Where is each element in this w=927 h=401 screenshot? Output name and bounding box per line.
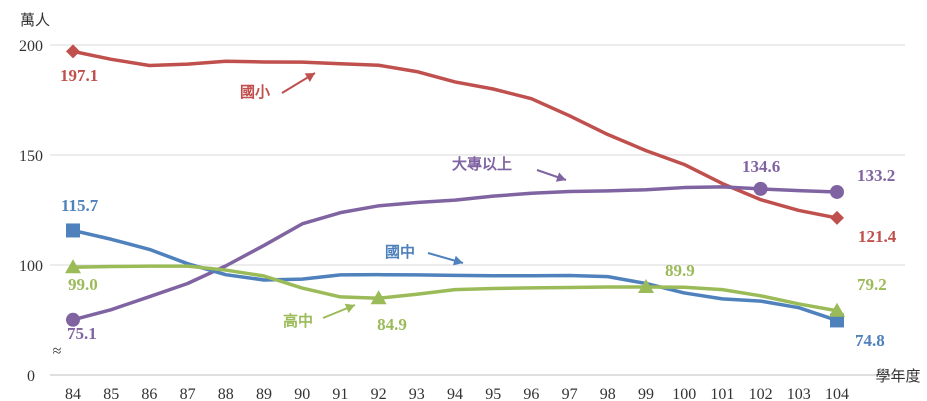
x-tick-label-84: 84 — [65, 386, 81, 401]
x-tick-label-102: 102 — [749, 386, 773, 401]
x-axis-unit: 學年度 — [875, 367, 920, 385]
annotations: 197.1 121.4 75.1 134.6 133.2 115.7 74.8 99.0 84.… — [60, 66, 897, 350]
arrow-head-國小 — [304, 73, 315, 82]
y-tick-label-200: 200 — [19, 38, 43, 55]
data-label-高中-84.9: 84.9 — [377, 315, 407, 334]
arrow-head-國中 — [452, 255, 463, 266]
x-tick-label-99: 99 — [638, 386, 654, 401]
y-tick-label-150: 150 — [19, 148, 43, 165]
series-label-高中: 高中 — [283, 312, 313, 330]
data-label-國中-115.7: 115.7 — [61, 196, 99, 215]
marker-國小-84 — [66, 44, 80, 59]
marker-國中-84 — [66, 223, 80, 238]
marker-高中-104 — [829, 302, 845, 317]
series-label-大專以上: 大專以上 — [452, 155, 512, 173]
marker-高中-92 — [370, 290, 387, 305]
series-label-國中: 國中 — [385, 243, 415, 261]
x-tick-label-96: 96 — [523, 386, 539, 401]
series-label-國小: 國小 — [240, 83, 270, 101]
marker-大專以上-84 — [66, 312, 80, 327]
x-tick-label-90: 90 — [294, 386, 310, 401]
x-tick-label-94: 94 — [447, 386, 463, 401]
marker-國小-104 — [830, 210, 844, 225]
marker-大專以上-104 — [830, 184, 844, 199]
data-label-國小-197.1: 197.1 — [60, 66, 98, 85]
arrow-head-高中 — [344, 303, 355, 314]
x-tick-label-101: 101 — [710, 386, 734, 401]
series-line-大專以上 — [72, 185, 838, 322]
data-label-大專以上-75.1: 75.1 — [67, 324, 97, 343]
axes: 200 150 100 0 ≈ 萬人 84 85 86 87 88 89 90 91 92 93 94 95 96 9… — [19, 11, 921, 401]
data-label-大專以上-134.6: 134.6 — [742, 157, 780, 176]
arrow-head-大專以上 — [555, 172, 566, 182]
series-line-國小 — [72, 49, 838, 220]
x-tick-label-97: 97 — [562, 386, 578, 401]
data-label-高中-99.0: 99.0 — [68, 275, 98, 294]
x-tick-label-88: 88 — [218, 386, 234, 401]
marker-國中-104 — [830, 313, 844, 328]
series-markers — [65, 44, 845, 328]
series-lines — [72, 49, 838, 323]
x-tick-label-87: 87 — [180, 386, 196, 401]
series-line-國中 — [72, 228, 838, 323]
series-line-高中 — [72, 264, 838, 313]
marker-高中-84 — [65, 259, 81, 274]
data-label-國中-74.8: 74.8 — [855, 331, 885, 350]
data-label-國小-121.4: 121.4 — [858, 227, 897, 246]
axis-break-mark: ≈ — [53, 343, 62, 360]
x-tick-label-93: 93 — [409, 386, 425, 401]
data-label-高中-89.9: 89.9 — [665, 261, 695, 280]
x-tick-label-103: 103 — [787, 386, 811, 401]
marker-高中-99 — [638, 279, 654, 293]
data-label-大專以上-133.2: 133.2 — [857, 166, 895, 185]
x-tick-label-100: 100 — [672, 386, 696, 401]
x-tick-label-89: 89 — [256, 386, 272, 401]
x-tick-label-98: 98 — [600, 386, 616, 401]
x-tick-label-104: 104 — [825, 386, 849, 401]
x-tick-label-92: 92 — [371, 386, 387, 401]
marker-大專以上-102 — [753, 181, 768, 196]
x-tick-label-91: 91 — [332, 386, 348, 401]
y-tick-label-0: 0 — [27, 368, 35, 385]
x-tick-label-85: 85 — [103, 386, 119, 401]
x-tick-label-95: 95 — [485, 386, 501, 401]
data-label-高中-79.2: 79.2 — [857, 275, 887, 294]
y-axis-unit: 萬人 — [20, 11, 50, 29]
y-tick-label-100: 100 — [19, 258, 43, 275]
x-tick-label-86: 86 — [141, 386, 157, 401]
